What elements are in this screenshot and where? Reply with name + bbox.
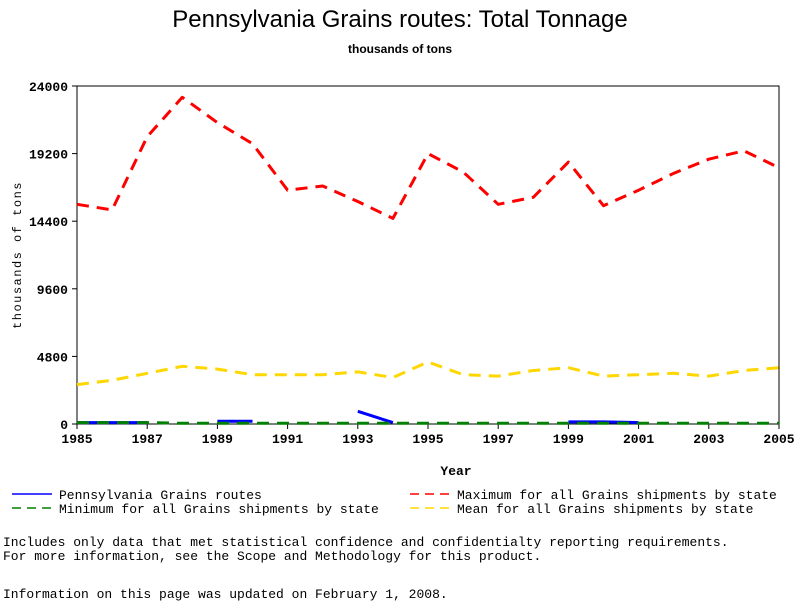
legend-label-0: Pennsylvania Grains routes (59, 488, 262, 503)
legend-label-3: Mean for all Grains shipments by state (457, 502, 753, 517)
y-tick-label: 0 (60, 418, 68, 433)
legend-label-1: Maximum for all Grains shipments by stat… (457, 488, 777, 503)
y-axis-label: thousands of tons (11, 181, 25, 329)
x-tick-label: 1993 (342, 432, 373, 447)
x-tick-label: 1987 (132, 432, 163, 447)
series-line-0 (77, 409, 639, 425)
series-line-1 (76, 95, 780, 220)
note-updated: Information on this page was updated on … (3, 587, 448, 602)
x-tick-label: 1995 (412, 432, 443, 447)
note-confidence: Includes only data that met statistical … (3, 535, 729, 550)
chart-legend: Pennsylvania Grains routes Maximum for al… (12, 488, 777, 517)
y-tick-label: 19200 (29, 148, 68, 163)
x-tick-label: 2001 (623, 432, 654, 447)
chart-series (76, 95, 780, 425)
chart-subtitle: thousands of tons (348, 42, 452, 56)
y-tick-label: 14400 (29, 215, 68, 230)
note-methodology: For more information, see the Scope and … (3, 549, 542, 564)
x-tick-label: 2005 (763, 432, 794, 447)
x-tick-label: 1997 (483, 432, 514, 447)
x-tick-label: 1985 (61, 432, 92, 447)
x-tick-label: 1999 (553, 432, 584, 447)
x-axis-label: Year (440, 464, 471, 479)
legend-label-2: Minimum for all Grains shipments by stat… (59, 502, 379, 517)
x-tick-label: 1991 (272, 432, 303, 447)
y-tick-label: 24000 (29, 80, 68, 95)
series-line-3 (76, 360, 780, 387)
y-tick-label: 4800 (37, 350, 68, 365)
x-tick-label: 2003 (693, 432, 724, 447)
y-tick-label: 9600 (37, 283, 68, 298)
series-line-2 (77, 421, 779, 425)
x-tick-label: 1989 (202, 432, 233, 447)
chart-title: Pennsylvania Grains routes: Total Tonnag… (172, 6, 628, 33)
chart-axes: 1985 1987 1989 1991 1993 1995 1997 1999 2001 2003… (11, 80, 795, 479)
